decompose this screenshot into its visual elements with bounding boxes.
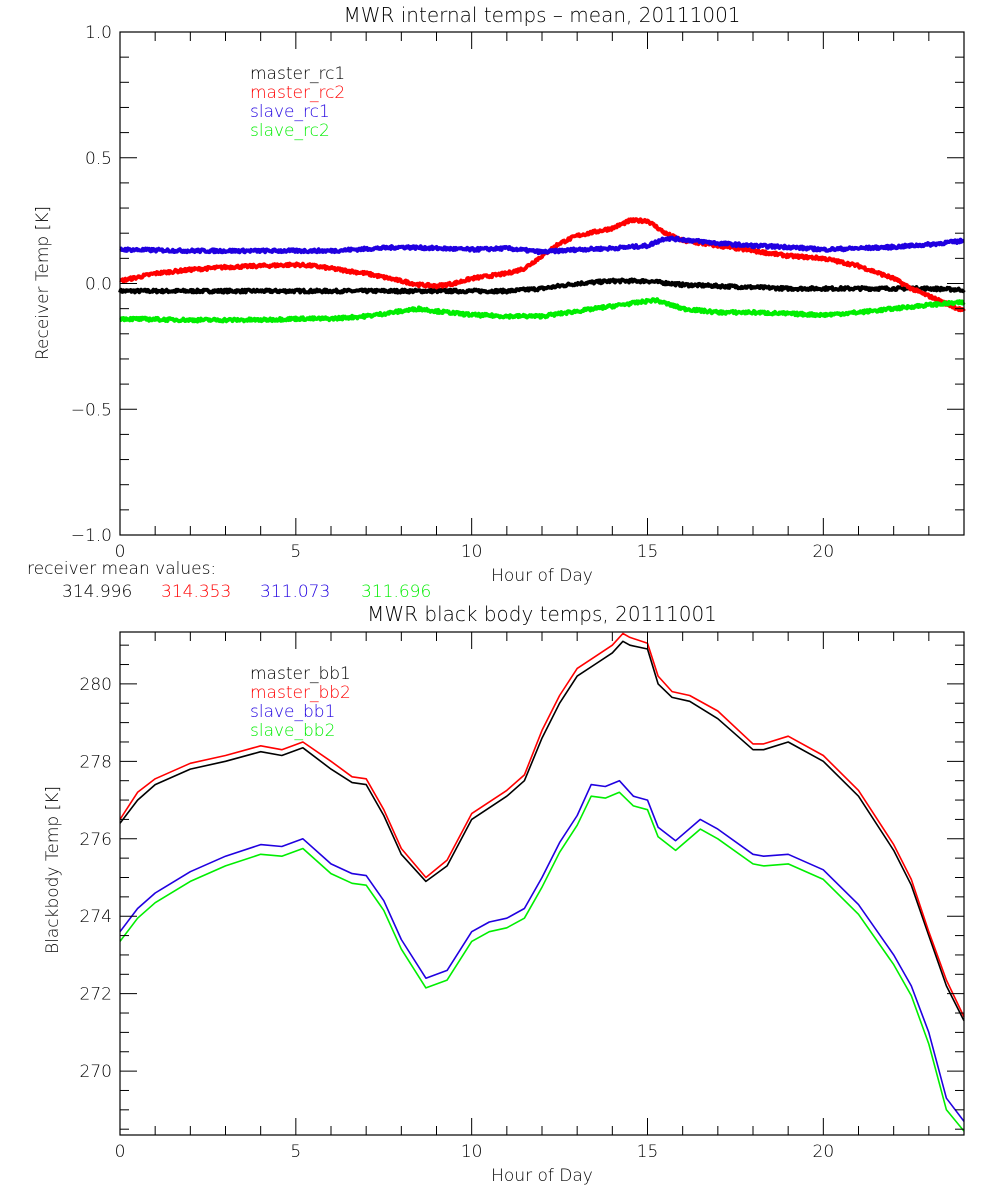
y-tick-label: 276 (80, 830, 112, 850)
x-tick-label: 0 (115, 542, 126, 562)
x-tick-label: 20 (813, 542, 835, 562)
y-tick-label: −0.5 (71, 400, 112, 420)
chart-title: MWR black body temps, 20111001 (367, 602, 717, 626)
legend-item-master-rc2: master_rc2 (250, 83, 345, 103)
mean-value: 314.996 (62, 582, 132, 602)
x-tick-label: 0 (115, 1142, 126, 1162)
series-line-slave-bb1 (119, 779, 965, 1122)
x-axis-label: Hour of Day (491, 566, 593, 586)
series-line-master-rc1 (118, 277, 966, 295)
x-tick-labels: 0 5 10 15 20 (115, 542, 835, 562)
legend-item-master-rc1: master_rc1 (250, 64, 345, 84)
legend-item-master-bb2: master_bb2 (250, 683, 351, 703)
y-tick-label: 272 (80, 985, 112, 1005)
chart-title: MWR internal temps – mean, 20111001 (343, 3, 740, 27)
mean-values: 314.996 314.353 311.073 311.696 (62, 582, 431, 602)
plot-frame (119, 31, 965, 536)
y-tick-labels: 270 272 274 276 278 280 (80, 675, 112, 1082)
mean-value: 311.073 (260, 582, 330, 602)
series-line-master-bb1 (119, 640, 965, 1022)
x-tick-label: 15 (637, 542, 659, 562)
x-axis-label: Hour of Day (491, 1166, 593, 1186)
legend-item-slave-rc2: slave_rc2 (250, 121, 330, 141)
y-tick-labels: −1.0 −0.5 0.0 0.5 1.0 (71, 23, 112, 546)
blackbody-temp-chart: MWR black body temps, 20111001 0 5 10 15 20 … (43, 602, 965, 1186)
legend-item-master-bb1: master_bb1 (250, 664, 351, 684)
x-tick-labels: 0 5 10 15 20 (115, 1142, 835, 1162)
series-line-master-bb2 (119, 632, 965, 1018)
mean-value: 311.696 (361, 582, 431, 602)
y-tick-label: 1.0 (85, 23, 112, 43)
series-line-slave-bb2 (119, 791, 965, 1132)
x-tick-label: 10 (461, 1142, 483, 1162)
series-line-slave-rc1 (118, 235, 966, 256)
series-line-master-rc2 (118, 217, 966, 313)
legend-item-slave-bb2: slave_bb2 (250, 721, 335, 741)
legend-item-slave-bb1: slave_bb1 (250, 702, 335, 722)
x-tick-label: 5 (290, 542, 301, 562)
y-axis-label: Receiver Temp [K] (33, 206, 53, 360)
series-lines (119, 632, 965, 1132)
series-line-slave-rc2 (118, 297, 966, 324)
y-tick-label: 274 (80, 907, 112, 927)
y-axis-label: Blackbody Temp [K] (43, 786, 63, 954)
axis-ticks (119, 31, 965, 536)
x-tick-label: 15 (637, 1142, 659, 1162)
x-tick-label: 5 (290, 1142, 301, 1162)
y-tick-label: 280 (80, 675, 112, 695)
x-tick-label: 10 (461, 542, 483, 562)
y-tick-label: 278 (80, 752, 112, 772)
y-tick-label: 0.5 (85, 149, 112, 169)
y-tick-label: 0.0 (85, 275, 112, 295)
legend-item-slave-rc1: slave_rc1 (250, 102, 330, 122)
axis-ticks (119, 632, 965, 1135)
mean-value: 314.353 (161, 582, 231, 602)
x-tick-label: 20 (813, 1142, 835, 1162)
y-tick-label: 270 (80, 1062, 112, 1082)
mean-values-label: receiver mean values: (27, 559, 216, 579)
series-lines (118, 217, 966, 324)
receiver-temp-chart: MWR internal temps – mean, 20111001 0 5 10… (27, 3, 966, 602)
y-tick-label: −1.0 (71, 526, 112, 546)
